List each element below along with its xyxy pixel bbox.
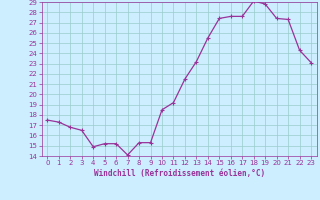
X-axis label: Windchill (Refroidissement éolien,°C): Windchill (Refroidissement éolien,°C) — [94, 169, 265, 178]
